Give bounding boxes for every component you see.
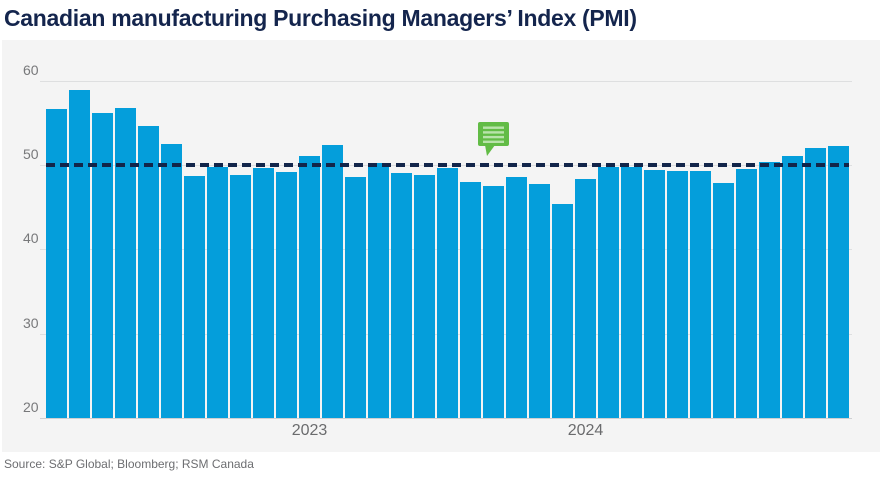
- pmi-bar-apr-2022: [92, 112, 113, 418]
- pmi-bar-mar-2023: [345, 176, 366, 418]
- pmi-bar-nov-2023: [529, 184, 550, 418]
- pmi-bar-dec-2022: [276, 171, 297, 418]
- pmi-bar-jul-2024: [713, 183, 734, 418]
- gridline-20: [40, 418, 852, 419]
- pmi-bar-apr-2023: [368, 163, 389, 418]
- pmi-bar-nov-2022: [253, 168, 274, 419]
- pmi-bar-sep-2024: [759, 161, 780, 418]
- y-tick-label-20: 20: [23, 399, 39, 415]
- x-tick-label-2024: 2024: [567, 422, 604, 439]
- pmi-bar-nov-2024: [805, 148, 826, 418]
- y-tick-label-40: 40: [23, 230, 39, 247]
- pmi-bar-dec-2024: [828, 146, 849, 418]
- pmi-bar-jan-2024: [575, 179, 596, 418]
- comment-bubble-icon[interactable]: [478, 122, 509, 156]
- pmi-bar-aug-2024: [736, 169, 757, 418]
- gridline-60: [40, 80, 852, 82]
- pmi-bar-jan-2023: [299, 156, 320, 418]
- pmi-bar-jul-2022: [161, 143, 182, 418]
- reference-line-50: [46, 162, 849, 167]
- y-tick-label-30: 30: [23, 314, 39, 331]
- pmi-bar-may-2023: [391, 173, 412, 418]
- pmi-bar-mar-2022: [69, 89, 90, 418]
- y-tick-label-60: 60: [23, 61, 39, 78]
- pmi-bar-jun-2024: [690, 170, 711, 418]
- pmi-bar-aug-2022: [184, 175, 205, 418]
- pmi-bar-feb-2022: [46, 109, 67, 418]
- pmi-bar-aug-2023: [460, 181, 481, 419]
- pmi-bar-oct-2024: [782, 155, 803, 418]
- comment-bubble-svg: [478, 122, 509, 156]
- pmi-bar-mar-2024: [621, 166, 642, 418]
- chart-title: Canadian manufacturing Purchasing Manage…: [4, 5, 637, 31]
- pmi-bar-oct-2023: [506, 176, 527, 418]
- pmi-bar-dec-2023: [552, 203, 573, 418]
- pmi-bar-sep-2022: [207, 166, 228, 418]
- pmi-bar-feb-2024: [598, 167, 619, 418]
- pmi-bar-may-2024: [667, 170, 688, 418]
- pmi-bar-may-2022: [115, 107, 136, 418]
- pmi-bar-oct-2022: [230, 175, 251, 418]
- x-tick-label-2023: 2023: [291, 422, 328, 439]
- pmi-bar-feb-2023: [322, 144, 343, 418]
- pmi-bar-jul-2023: [437, 168, 458, 419]
- pmi-bar-sep-2023: [483, 186, 504, 418]
- y-tick-label-50: 50: [23, 145, 39, 162]
- source-attribution: Source: S&P Global; Bloomberg; RSM Canad…: [4, 457, 254, 471]
- pmi-bar-jun-2022: [138, 126, 159, 418]
- pmi-bar-apr-2024: [644, 169, 665, 418]
- pmi-bar-jun-2023: [414, 175, 435, 418]
- plot-area: 20 30 40 50 60 2023 2024: [2, 40, 880, 452]
